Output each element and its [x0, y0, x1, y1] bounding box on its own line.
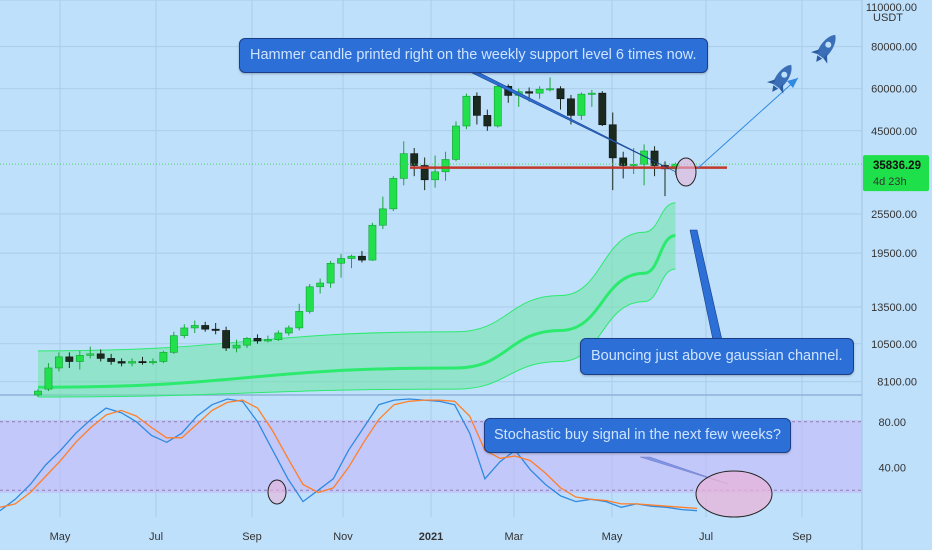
candle: [567, 98, 575, 116]
candle: [44, 367, 53, 390]
candle: [65, 356, 74, 362]
candle: [201, 325, 210, 330]
candle: [326, 262, 335, 284]
candle: [337, 258, 345, 264]
candle: [483, 115, 492, 127]
time-tick-label: Sep: [242, 531, 262, 543]
candle: [117, 361, 126, 364]
candle: [86, 353, 95, 356]
candle: [253, 337, 262, 342]
candle: [472, 95, 481, 116]
candle: [577, 93, 586, 116]
stoch-d-line: [0, 399, 698, 510]
last-price-value: 35836.29: [873, 160, 921, 172]
candle: [587, 92, 596, 95]
candle-countdown: 4d 23h: [873, 176, 907, 188]
candle: [410, 153, 419, 166]
candle: [420, 165, 429, 181]
candle: [619, 157, 628, 166]
candle: [441, 159, 450, 173]
time-tick-label: May: [50, 531, 71, 543]
candle: [389, 178, 398, 210]
callout-gaussian: Bouncing just above gaussian channel.: [580, 338, 854, 375]
candle: [493, 85, 502, 127]
projection-arrow: [697, 77, 799, 169]
stoch-tick-label: 80.00: [878, 417, 906, 429]
candle: [54, 356, 63, 369]
price-tick-label: 45000.00: [871, 126, 917, 138]
time-tick-label: May: [602, 531, 623, 543]
price-tick-label: 25500.00: [871, 209, 917, 221]
candle: [598, 92, 607, 126]
stoch-tick-label: 40.00: [878, 462, 906, 474]
candle: [211, 328, 220, 331]
candle: [34, 390, 42, 396]
quote-currency-label: USDT: [873, 12, 903, 24]
candle: [284, 327, 293, 334]
time-tick-label: Nov: [333, 531, 353, 543]
price-tick-label: 8100.00: [877, 377, 917, 389]
candle: [107, 358, 116, 362]
stoch-k-line: [0, 398, 698, 512]
hammer-highlight: [675, 157, 697, 187]
rocket-icon: [766, 64, 792, 94]
candle: [378, 208, 387, 226]
candle: [368, 224, 377, 261]
candle: [535, 88, 544, 94]
stoch-signal-highlight: [267, 479, 287, 505]
candle: [149, 361, 157, 364]
projection-arrow-head: [787, 78, 798, 88]
candle: [358, 255, 366, 261]
candle: [180, 327, 189, 336]
price-tick-label: 60000.00: [871, 84, 917, 96]
callout-stochastic: Stochastic buy signal in the next few we…: [484, 418, 791, 453]
callout-hammer: Hammer candle printed right on the weekl…: [239, 38, 708, 73]
candle: [431, 171, 439, 181]
candle: [96, 353, 105, 359]
time-tick-label: Mar: [505, 531, 524, 543]
candle: [295, 311, 304, 329]
candle: [138, 361, 147, 364]
candle: [222, 330, 230, 349]
candle: [243, 337, 251, 346]
price-scale-bg: [862, 0, 932, 550]
candle: [263, 339, 272, 342]
gaussian-channel-fill: [38, 202, 676, 397]
candle: [305, 286, 314, 312]
time-tick-label: Jul: [149, 531, 163, 543]
candle: [546, 88, 554, 91]
candle: [232, 344, 241, 349]
price-tick-label: 10500.00: [871, 339, 917, 351]
candle: [462, 95, 471, 127]
stoch-future-highlight: [695, 470, 773, 518]
time-tick-label: Sep: [792, 531, 812, 543]
candle: [556, 88, 565, 100]
rocket-icon: [810, 34, 836, 64]
candle: [650, 150, 659, 166]
gaussian-lower-line: [37, 268, 676, 398]
time-tick-label: Jul: [699, 531, 713, 543]
candle: [316, 282, 325, 288]
candle: [525, 91, 534, 94]
candle: [347, 255, 356, 259]
candle: [452, 125, 460, 160]
candle: [274, 332, 283, 340]
price-tick-label: 19500.00: [871, 248, 917, 260]
candle: [399, 153, 408, 179]
time-tick-label: 2021: [419, 531, 443, 543]
candle: [75, 355, 84, 362]
candle: [169, 335, 178, 353]
price-tick-label: 13500.00: [871, 302, 917, 314]
gaussian-mid-line: [37, 234, 676, 389]
candle: [128, 361, 136, 364]
price-tick-label: 80000.00: [871, 42, 917, 54]
candle: [190, 325, 199, 329]
last-price-tag: [863, 155, 929, 192]
candle: [159, 352, 168, 362]
price-tick-label: 110000.00: [866, 2, 917, 14]
